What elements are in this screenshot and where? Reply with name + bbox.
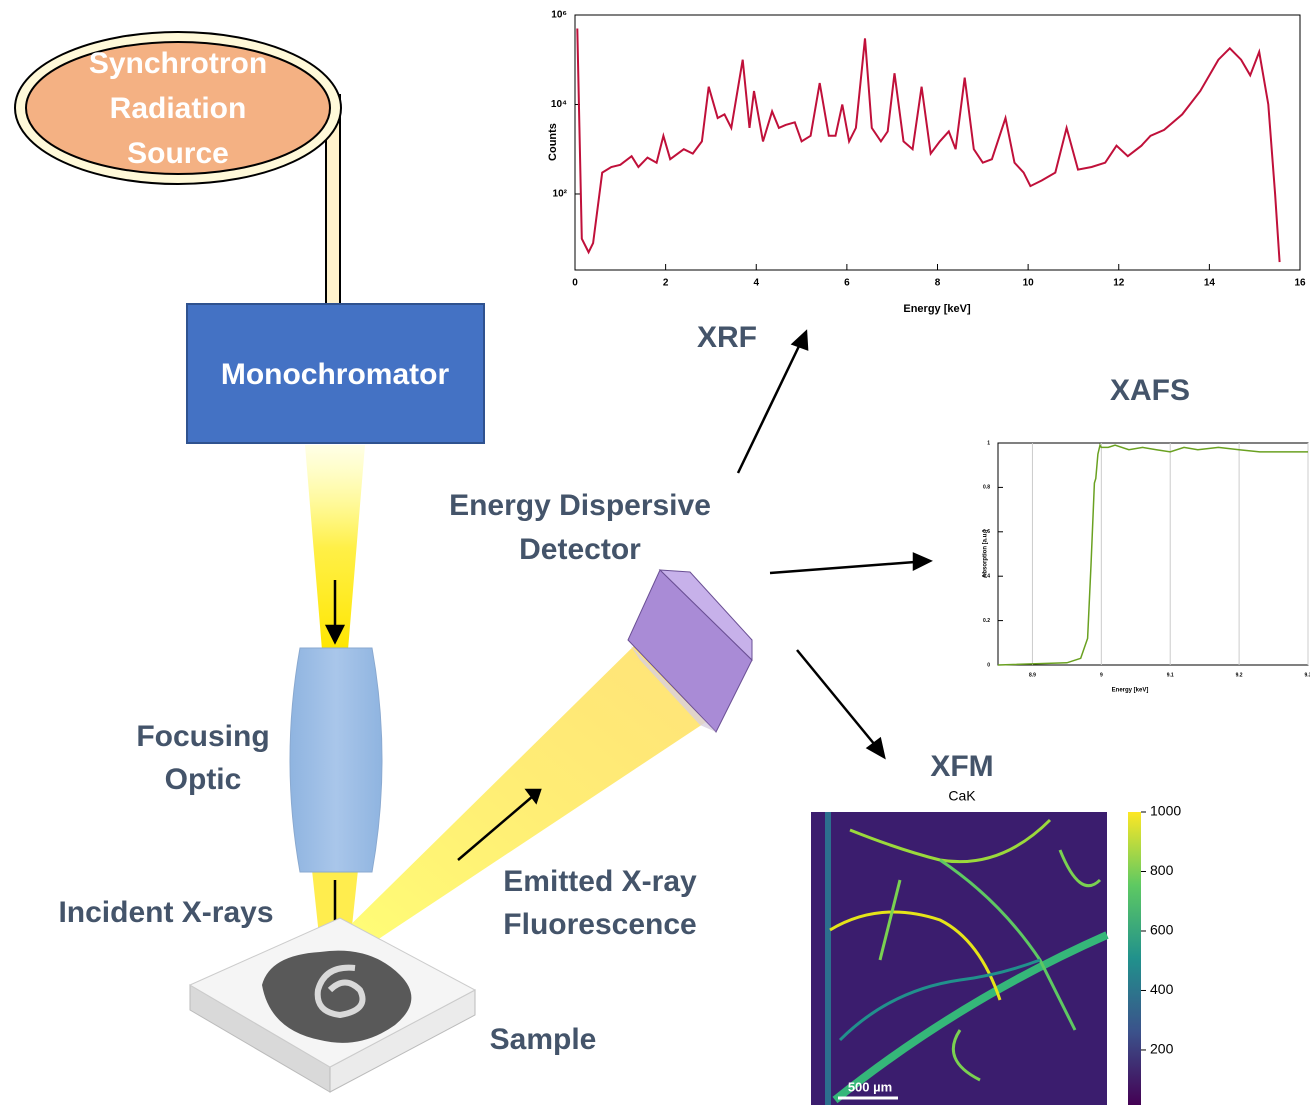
y-tick-label: 1 [987, 440, 990, 446]
colorbar-tick-label: 1000 [1150, 803, 1181, 819]
x-tick-label: 9 [1100, 672, 1103, 678]
y-tick-label: 0 [987, 662, 990, 668]
colorbar-tick-label: 600 [1150, 922, 1174, 938]
arrow-head [868, 739, 884, 757]
x-tick-label: 9.3 [1305, 672, 1310, 678]
colorbar-tick-label: 400 [1150, 981, 1174, 997]
arrow-head [793, 332, 807, 349]
incident-label: Incident X-rays [58, 896, 273, 929]
chart-0: 0 2 4 6 8 10 12 14 16 10² 10⁴ 10⁶ Energy [keV] Counts… [547, 10, 1306, 354]
y-axis-label: Absorption [a.u.] [983, 530, 989, 578]
emitted-beam [325, 640, 712, 950]
chart-title: XRF [697, 321, 757, 354]
y-tick-label: 10⁴ [551, 99, 567, 110]
arrow-head [914, 554, 930, 569]
y-tick-label: 10⁶ [551, 10, 567, 21]
plot-frame [998, 443, 1308, 665]
colorbar [1128, 812, 1141, 1105]
x-tick-label: 12 [1113, 278, 1125, 289]
chart-title: XFM [930, 750, 993, 783]
page: Synchrotron Radiation Source Monochromat… [0, 0, 1310, 1105]
chart-title: XAFS [1110, 374, 1190, 407]
lens [290, 648, 382, 872]
emitted-label: Emitted X-ray [503, 865, 697, 898]
arrow [770, 562, 915, 573]
sample-label: Sample [490, 1023, 597, 1056]
detector-label: Detector [519, 533, 641, 566]
diagram: Synchrotron Radiation Source Monochromat… [0, 0, 1310, 1105]
x-tick-label: 16 [1294, 278, 1306, 289]
emitted-label: Fluorescence [503, 908, 696, 941]
x-tick-label: 4 [753, 278, 759, 289]
detector-label: Energy Dispersive [449, 489, 711, 522]
optic-label: Focusing [136, 720, 269, 753]
source-label: Synchrotron [89, 47, 267, 80]
y-tick-label: 10² [553, 189, 568, 200]
source-label: Radiation [110, 92, 247, 125]
y-axis-label: Counts [547, 123, 559, 161]
y-tick-label: 0.2 [983, 618, 990, 624]
x-tick-label: 8 [935, 278, 941, 289]
y-tick-label: 0.8 [983, 485, 990, 491]
x-axis-label: Energy [keV] [903, 303, 971, 315]
x-tick-label: 14 [1204, 278, 1216, 289]
source-label: Source [127, 137, 229, 170]
x-tick-label: 0 [572, 278, 578, 289]
x-tick-label: 6 [844, 278, 850, 289]
x-tick-label: 8.9 [1029, 672, 1036, 678]
x-tick-label: 2 [663, 278, 669, 289]
x-axis-label: Energy [keV] [1112, 688, 1149, 694]
colorbar-tick-label: 200 [1150, 1041, 1174, 1057]
plot-frame [575, 15, 1300, 270]
chart-subtitle: CaK [948, 788, 976, 804]
x-tick-label: 9.1 [1167, 672, 1174, 678]
x-tick-label: 10 [1023, 278, 1035, 289]
arrow [797, 650, 875, 745]
optic-label: Optic [165, 763, 242, 796]
monochromator-label: Monochromator [221, 358, 450, 391]
colorbar-tick-label: 800 [1150, 862, 1174, 878]
x-tick-label: 9.2 [1236, 672, 1243, 678]
arrow [738, 344, 800, 473]
scale-bar-label: 500 µm [848, 1079, 892, 1094]
